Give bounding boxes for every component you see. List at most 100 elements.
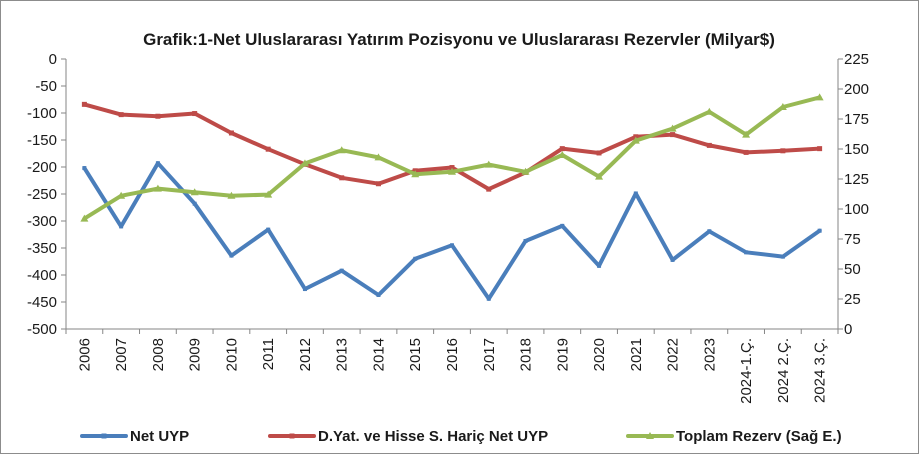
data-point [597, 263, 602, 268]
left-tick-label: -500 [27, 321, 57, 338]
data-point [229, 253, 234, 258]
data-point [559, 146, 565, 152]
x-tick-label: 2013 [334, 338, 351, 371]
data-point [80, 214, 89, 222]
x-tick-label: 2017 [481, 338, 498, 371]
data-point [190, 188, 199, 196]
data-point [227, 191, 236, 199]
data-point [633, 191, 638, 196]
data-point [300, 159, 309, 167]
data-point [707, 229, 712, 234]
data-point [265, 146, 271, 152]
data-point [337, 146, 346, 154]
right-tick-label: 50 [844, 261, 861, 278]
data-point [266, 227, 271, 232]
data-point [670, 257, 675, 262]
x-tick-label: 2024-1.Ç. [738, 338, 755, 404]
left-tick-label: -100 [27, 105, 57, 122]
data-point [118, 112, 124, 118]
data-point [558, 151, 567, 158]
x-tick-label: 2021 [628, 338, 645, 371]
left-tick-label: 0 [49, 51, 57, 68]
x-tick-label: 2022 [665, 338, 682, 371]
data-point [560, 223, 565, 228]
legend-swatch-marker [289, 433, 295, 439]
legend: Net UYP D.Yat. ve Hisse S. Hariç Net UYP T… [80, 428, 842, 445]
data-point [375, 181, 381, 187]
left-tick-label: -250 [27, 186, 57, 203]
x-tick-label: 2020 [591, 338, 608, 371]
right-tick-label: 200 [844, 81, 869, 98]
data-point [817, 146, 823, 152]
data-point [815, 93, 824, 101]
legend-swatch-marker [646, 432, 654, 439]
data-point [155, 113, 161, 119]
x-tick-label: 2016 [444, 338, 461, 371]
data-point [376, 292, 381, 297]
right-axis-ticks: 225 200 175 150 125 100 75 50 25 0 [838, 51, 869, 338]
data-point [523, 238, 528, 243]
data-point [484, 160, 493, 168]
x-tick-label: 2014 [370, 338, 387, 371]
data-point [744, 250, 749, 255]
left-tick-label: -150 [27, 132, 57, 149]
left-tick-label: -450 [27, 294, 57, 311]
x-tick-label: 2008 [150, 338, 167, 371]
data-point [817, 228, 822, 233]
legend-swatch-marker [101, 433, 107, 439]
x-tick-label: 2024 2.Ç. [775, 338, 792, 403]
axes [65, 59, 839, 330]
data-point [117, 191, 126, 199]
x-tick-label: 2015 [407, 338, 424, 371]
right-tick-label: 100 [844, 201, 869, 218]
x-tick-label: 2006 [76, 338, 93, 371]
data-point [449, 165, 455, 171]
x-tick-label: 2023 [701, 338, 718, 371]
left-tick-label: -200 [27, 159, 57, 176]
data-point [155, 161, 160, 166]
chart-title: Grafik:1-Net Uluslararası Yatırım Pozisy… [143, 30, 775, 49]
right-tick-label: 125 [844, 171, 869, 188]
data-point [668, 124, 677, 132]
left-axis-ticks: 0 -50 -100 -150 -200 -250 -300 -350 -400 -450 -500 [27, 51, 66, 338]
x-tick-label: 2011 [260, 338, 277, 370]
data-point [778, 103, 787, 110]
x-tick-label: 2024 3.Ç. [812, 338, 829, 403]
x-tick-label: 2007 [113, 338, 130, 371]
data-point [228, 130, 234, 136]
data-point [450, 243, 454, 248]
right-tick-label: 175 [844, 111, 869, 128]
data-point [81, 101, 87, 107]
data-point [780, 148, 786, 154]
data-point [339, 175, 345, 181]
data-point [631, 136, 640, 144]
data-point [486, 296, 491, 301]
data-point [743, 149, 749, 155]
data-point [595, 172, 604, 180]
right-tick-label: 25 [844, 291, 861, 308]
data-point [153, 184, 162, 192]
series-group [80, 93, 824, 301]
left-tick-label: -350 [27, 240, 57, 257]
data-point [339, 268, 344, 273]
x-tick-label: 2018 [518, 338, 535, 371]
data-point [302, 287, 307, 292]
data-point [596, 150, 602, 156]
right-tick-label: 225 [844, 51, 869, 68]
x-tick-label: 2019 [554, 338, 571, 371]
data-point [705, 107, 714, 115]
data-point [192, 111, 198, 117]
data-point [486, 186, 492, 192]
data-point [411, 170, 420, 178]
right-tick-label: 0 [844, 321, 852, 338]
data-point [119, 224, 124, 229]
right-tick-label: 150 [844, 141, 869, 158]
left-tick-label: -400 [27, 267, 57, 284]
data-point [670, 132, 676, 138]
legend-label: Toplam Rezerv (Sağ E.) [676, 428, 842, 445]
x-axis-ticks: 2006 2007 2008 2009 2010 2011 2012 2013 2014 2015… [65, 329, 839, 404]
data-point [706, 142, 712, 148]
data-point [413, 256, 418, 261]
